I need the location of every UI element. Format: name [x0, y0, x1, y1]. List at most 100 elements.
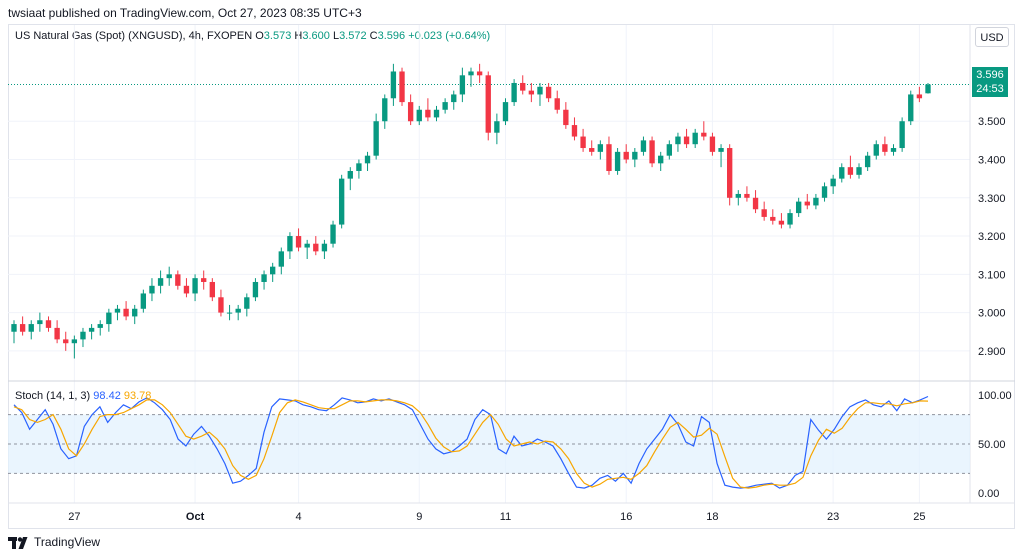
candle: [666, 140, 672, 160]
open-label: O: [255, 30, 264, 42]
stoch-axis-tick-label: 50.00: [978, 439, 1006, 451]
candle: [873, 140, 879, 160]
bar-countdown: 24:53: [976, 83, 1004, 95]
change-value: +0.023 (+0.64%): [408, 30, 491, 42]
price-axis-tick-label: 3.200: [978, 231, 1006, 243]
candle-body: [476, 71, 483, 76]
candle: [623, 144, 629, 164]
candle: [545, 82, 552, 103]
time-axis-tick-label: 4: [295, 511, 301, 523]
candle-body: [580, 136, 586, 149]
stoch-k-line: [13, 395, 929, 489]
candle-body: [278, 251, 284, 267]
candle-body: [468, 71, 474, 76]
candle: [244, 293, 250, 317]
candle: [347, 167, 353, 191]
currency-button[interactable]: USD: [975, 27, 1009, 47]
candle-body: [183, 285, 190, 294]
candle-body: [545, 86, 552, 99]
chart-frame[interactable]: [8, 24, 1015, 529]
last-price-tag: 3.596 24:53: [972, 67, 1008, 97]
candle: [252, 278, 259, 302]
candle-body: [882, 144, 888, 152]
candle: [295, 228, 302, 252]
candle: [261, 270, 267, 290]
candle: [795, 197, 802, 217]
candle: [839, 163, 845, 183]
candle: [54, 320, 60, 344]
candle: [813, 193, 819, 210]
candle-body: [88, 327, 95, 332]
candle-body: [235, 308, 241, 313]
candle-body: [313, 243, 319, 252]
candle-body: [114, 308, 121, 313]
last-price-value: 3.596: [976, 69, 1004, 81]
candle-body: [433, 109, 440, 118]
candle: [476, 63, 483, 83]
candle: [321, 239, 328, 260]
candle: [511, 79, 517, 106]
candle-body: [338, 178, 345, 225]
candle: [718, 144, 724, 168]
footer-brand[interactable]: TradingView: [8, 535, 100, 549]
stoch-d-value: 93.78: [123, 390, 152, 402]
candle: [502, 98, 509, 126]
candle-body: [63, 339, 69, 344]
candle-body: [830, 178, 836, 187]
candle: [761, 201, 767, 221]
candle-body: [261, 274, 267, 282]
candle: [425, 98, 431, 122]
published-caption: twsiaat published on TradingView.com, Oc…: [8, 6, 362, 20]
candle: [554, 90, 560, 114]
candle: [899, 117, 905, 152]
candle: [183, 278, 190, 298]
candle: [563, 102, 569, 129]
candle-body: [425, 109, 431, 118]
stoch-axis-tick-label: 100.00: [978, 390, 1012, 402]
candle-body: [97, 324, 103, 328]
candle: [882, 136, 888, 156]
candle: [364, 151, 371, 171]
candle: [606, 136, 612, 175]
candle: [459, 67, 466, 103]
candle: [864, 151, 871, 171]
stoch-title: Stoch (14, 1, 3): [15, 390, 91, 402]
candle: [140, 289, 147, 313]
candle-body: [899, 121, 905, 149]
candle-body: [908, 94, 914, 122]
candle: [528, 82, 535, 103]
candle: [304, 239, 310, 260]
candle-body: [45, 320, 52, 328]
candle: [201, 270, 207, 290]
candle: [399, 67, 405, 106]
candle: [218, 289, 224, 317]
candle: [132, 304, 138, 325]
candle: [175, 270, 181, 290]
candle-body: [287, 236, 293, 252]
candle-body: [666, 144, 672, 156]
candle-body: [485, 75, 491, 133]
candle: [908, 90, 914, 126]
candle-body: [873, 144, 879, 156]
time-axis-tick-label: Oct: [186, 511, 205, 523]
candle: [830, 174, 836, 194]
candle-body: [442, 102, 448, 110]
candle-body: [520, 82, 526, 91]
candle-body: [675, 136, 681, 145]
candle: [88, 324, 95, 340]
candle-body: [11, 324, 17, 332]
candle-body: [364, 155, 371, 164]
candle: [63, 331, 69, 351]
candle: [80, 327, 86, 348]
candle: [787, 209, 793, 229]
candle: [287, 232, 293, 260]
candle: [890, 144, 897, 156]
candle-body: [839, 167, 845, 179]
low-value: 3.572: [339, 30, 367, 42]
candle-body: [640, 140, 647, 152]
candle-body: [683, 136, 690, 145]
candle: [166, 266, 172, 286]
candle: [658, 151, 664, 171]
candle-body: [373, 121, 379, 156]
